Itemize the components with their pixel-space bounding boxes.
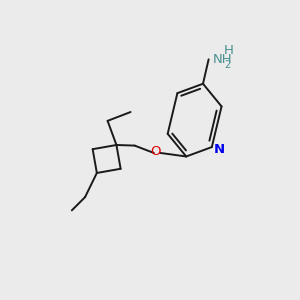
Text: 2: 2	[224, 60, 230, 70]
Text: H: H	[223, 44, 233, 57]
Text: N: N	[214, 143, 225, 157]
Text: O: O	[150, 145, 160, 158]
Text: NH: NH	[213, 53, 232, 67]
